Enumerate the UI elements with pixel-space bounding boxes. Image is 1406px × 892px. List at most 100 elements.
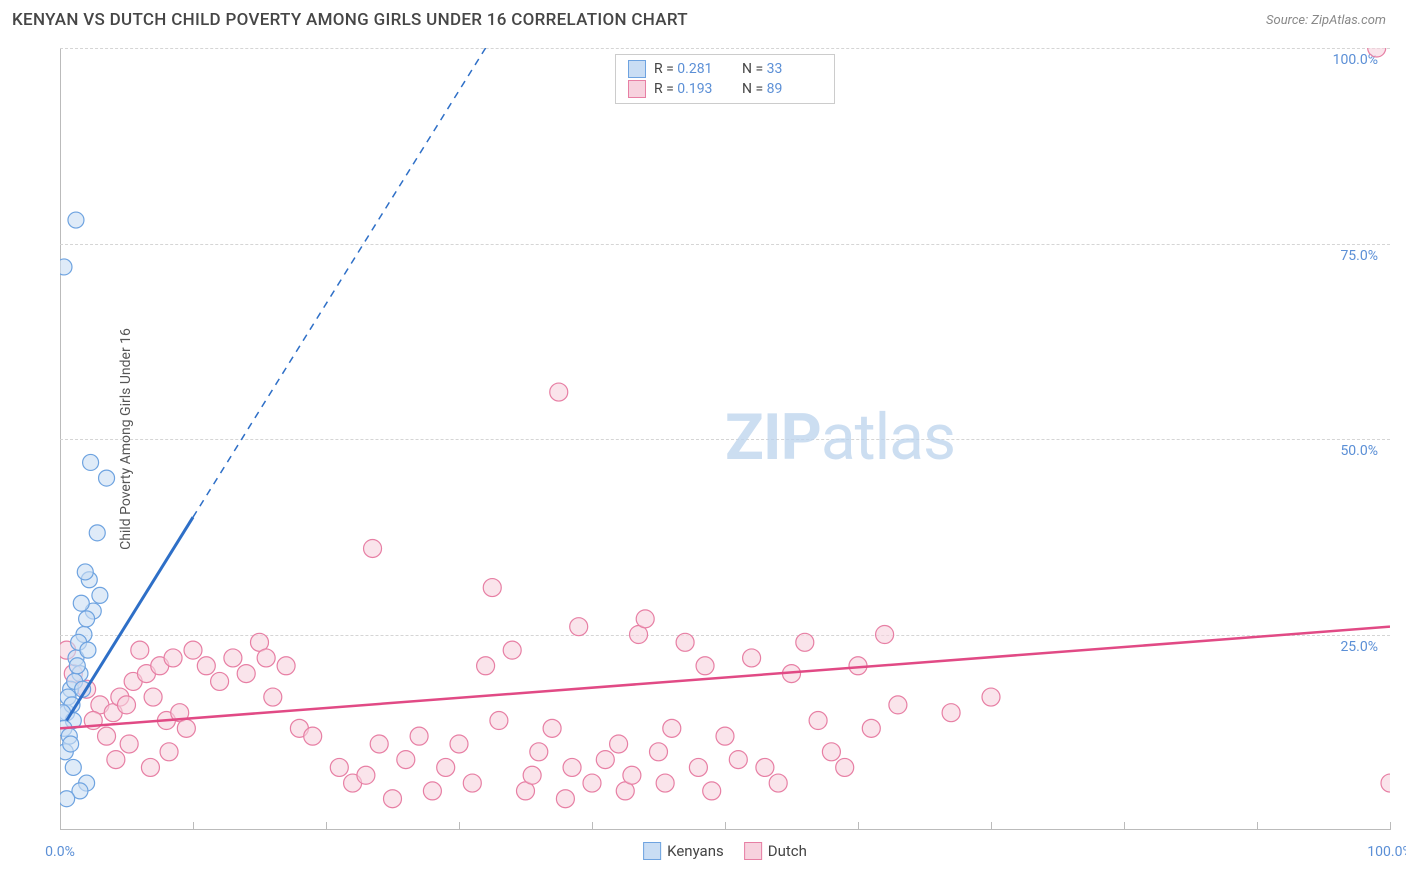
dutch-point bbox=[131, 641, 149, 659]
plot-svg bbox=[60, 48, 1390, 830]
legend-swatch bbox=[643, 842, 661, 860]
dutch-point bbox=[796, 633, 814, 651]
dutch-point bbox=[107, 751, 125, 769]
dutch-point bbox=[184, 641, 202, 659]
dutch-point bbox=[384, 790, 402, 808]
dutch-point bbox=[636, 610, 654, 628]
dutch-point bbox=[556, 790, 574, 808]
dutch-point bbox=[676, 633, 694, 651]
dutch-point bbox=[257, 649, 275, 667]
dutch-point bbox=[550, 383, 568, 401]
dutch-point bbox=[743, 649, 761, 667]
dutch-point bbox=[716, 727, 734, 745]
dutch-point bbox=[197, 657, 215, 675]
dutch-point bbox=[483, 579, 501, 597]
dutch-point bbox=[370, 735, 388, 753]
dutch-point bbox=[423, 782, 441, 800]
dutch-point bbox=[437, 758, 455, 776]
legend-series: Kenyans Dutch bbox=[643, 842, 807, 860]
legend-swatch bbox=[744, 842, 762, 860]
dutch-point bbox=[120, 735, 138, 753]
dutch-point bbox=[141, 758, 159, 776]
kenyans-point bbox=[99, 470, 115, 486]
legend-item-kenyans: Kenyans bbox=[643, 842, 724, 860]
dutch-point bbox=[583, 774, 601, 792]
dutch-point bbox=[543, 719, 561, 737]
kenyans-point bbox=[68, 212, 84, 228]
dutch-point bbox=[756, 758, 774, 776]
dutch-point bbox=[729, 751, 747, 769]
dutch-point bbox=[650, 743, 668, 761]
kenyans-point bbox=[77, 564, 93, 580]
dutch-point bbox=[397, 751, 415, 769]
dutch-point bbox=[982, 688, 1000, 706]
dutch-point bbox=[264, 688, 282, 706]
dutch-point bbox=[656, 774, 674, 792]
kenyans-point bbox=[80, 642, 96, 658]
dutch-point bbox=[98, 727, 116, 745]
legend-item-dutch: Dutch bbox=[744, 842, 807, 860]
legend-stats-row: R = 0.281N = 33 bbox=[628, 59, 822, 79]
dutch-point bbox=[1381, 774, 1390, 792]
dutch-point bbox=[490, 712, 508, 730]
legend-stats: R = 0.281N = 33 R = 0.193 N = 89 bbox=[615, 54, 835, 104]
dutch-point bbox=[211, 672, 229, 690]
dutch-point bbox=[809, 712, 827, 730]
dutch-point bbox=[862, 719, 880, 737]
dutch-point bbox=[596, 751, 614, 769]
chart-area: Child Poverty Among Girls Under 16 25.0%… bbox=[50, 48, 1390, 830]
dutch-point bbox=[836, 758, 854, 776]
kenyans-point bbox=[79, 611, 95, 627]
legend-n: N = 89 bbox=[742, 81, 822, 97]
dutch-point bbox=[570, 618, 588, 636]
chart-title: KENYAN VS DUTCH CHILD POVERTY AMONG GIRL… bbox=[12, 10, 688, 30]
trend-line bbox=[193, 48, 486, 517]
dutch-point bbox=[477, 657, 495, 675]
dutch-point bbox=[822, 743, 840, 761]
dutch-point bbox=[224, 649, 242, 667]
dutch-point bbox=[942, 704, 960, 722]
kenyans-point bbox=[60, 259, 72, 275]
dutch-point bbox=[160, 743, 178, 761]
dutch-point bbox=[177, 719, 195, 737]
dutch-point bbox=[696, 657, 714, 675]
dutch-point bbox=[450, 735, 468, 753]
kenyans-point bbox=[63, 736, 79, 752]
dutch-point bbox=[144, 688, 162, 706]
kenyans-point bbox=[83, 454, 99, 470]
legend-stats-row: R = 0.193 N = 89 bbox=[628, 79, 822, 99]
dutch-point bbox=[563, 758, 581, 776]
legend-label: Dutch bbox=[768, 842, 807, 860]
legend-r: R = 0.193 bbox=[654, 81, 734, 97]
dutch-point bbox=[663, 719, 681, 737]
dutch-point bbox=[610, 735, 628, 753]
legend-swatch bbox=[628, 80, 646, 98]
dutch-point bbox=[1368, 48, 1386, 57]
kenyans-point bbox=[92, 587, 108, 603]
scatter-plot: 25.0%50.0%75.0%100.0%ZIPatlasR = 0.281N … bbox=[60, 48, 1390, 830]
x-tick-label: 0.0% bbox=[45, 844, 75, 860]
legend-label: Kenyans bbox=[667, 842, 724, 860]
dutch-point bbox=[357, 766, 375, 784]
dutch-point bbox=[237, 665, 255, 683]
dutch-point bbox=[703, 782, 721, 800]
dutch-point bbox=[530, 743, 548, 761]
dutch-point bbox=[769, 774, 787, 792]
dutch-point bbox=[463, 774, 481, 792]
chart-source: Source: ZipAtlas.com bbox=[1266, 13, 1386, 28]
x-tick bbox=[1390, 822, 1391, 830]
dutch-point bbox=[330, 758, 348, 776]
dutch-point bbox=[118, 696, 136, 714]
x-tick-label: 100.0% bbox=[1367, 844, 1406, 860]
kenyans-point bbox=[69, 658, 85, 674]
legend-n: N = 33 bbox=[742, 61, 822, 77]
dutch-point bbox=[876, 626, 894, 644]
kenyans-point bbox=[65, 759, 81, 775]
dutch-point bbox=[523, 766, 541, 784]
dutch-point bbox=[364, 539, 382, 557]
dutch-point bbox=[889, 696, 907, 714]
dutch-point bbox=[410, 727, 428, 745]
chart-header: KENYAN VS DUTCH CHILD POVERTY AMONG GIRL… bbox=[0, 0, 1406, 38]
dutch-point bbox=[503, 641, 521, 659]
kenyans-point bbox=[60, 791, 75, 807]
